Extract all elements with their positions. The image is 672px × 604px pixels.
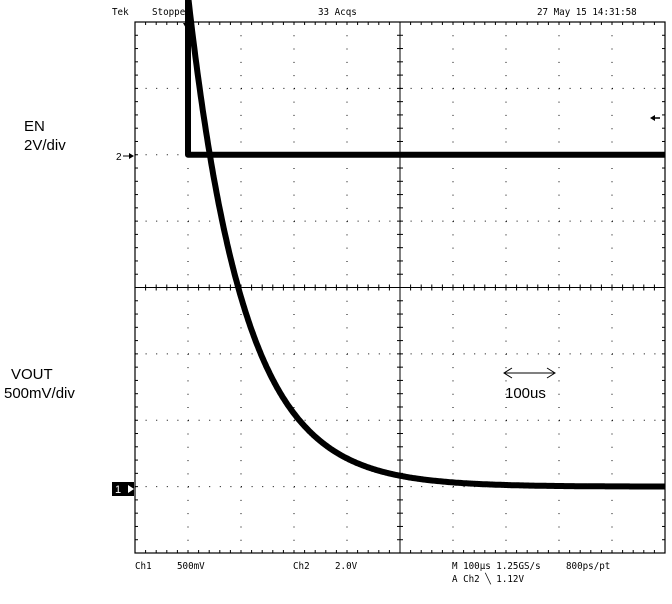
en-channel-name: EN xyxy=(24,118,45,135)
footer-trigger: A Ch2 ╲ 1.12V xyxy=(452,574,525,585)
svg-text:1: 1 xyxy=(115,484,121,496)
header-acquisition-count: 33 Acqs xyxy=(318,7,357,18)
header-acquisition-state: Stopped xyxy=(152,7,191,18)
waveform-en xyxy=(185,0,665,158)
vout-channel-name: VOUT xyxy=(11,366,53,383)
footer-ch2-label: Ch2 xyxy=(293,561,310,572)
ch2-ground-marker: 2 xyxy=(116,152,134,163)
header-brand: Tek xyxy=(112,7,129,18)
en-channel-scale: 2V/div xyxy=(24,137,66,154)
graticule-ticks xyxy=(134,21,666,554)
ch1-ground-marker: 1 xyxy=(112,482,134,496)
time-span-arrow xyxy=(503,367,556,379)
footer-record-length: 800ps/pt xyxy=(566,561,611,572)
header-datetime: 27 May 15 14:31:58 xyxy=(537,7,637,18)
vout-channel-scale: 500mV/div xyxy=(4,385,75,402)
footer-ch2-scale: 2.0V xyxy=(335,561,358,572)
footer-ch1-label: Ch1 xyxy=(135,561,152,572)
svg-text:2: 2 xyxy=(116,152,122,163)
waveform-vout xyxy=(185,0,667,490)
trigger-position-marker xyxy=(183,23,191,30)
trigger-level-marker xyxy=(650,115,660,121)
footer-timebase: M 100µs 1.25GS/s xyxy=(452,561,541,572)
time-span-label: 100us xyxy=(505,385,546,402)
footer-ch1-scale: 500mV xyxy=(177,561,205,572)
waveform-traces xyxy=(185,0,667,490)
